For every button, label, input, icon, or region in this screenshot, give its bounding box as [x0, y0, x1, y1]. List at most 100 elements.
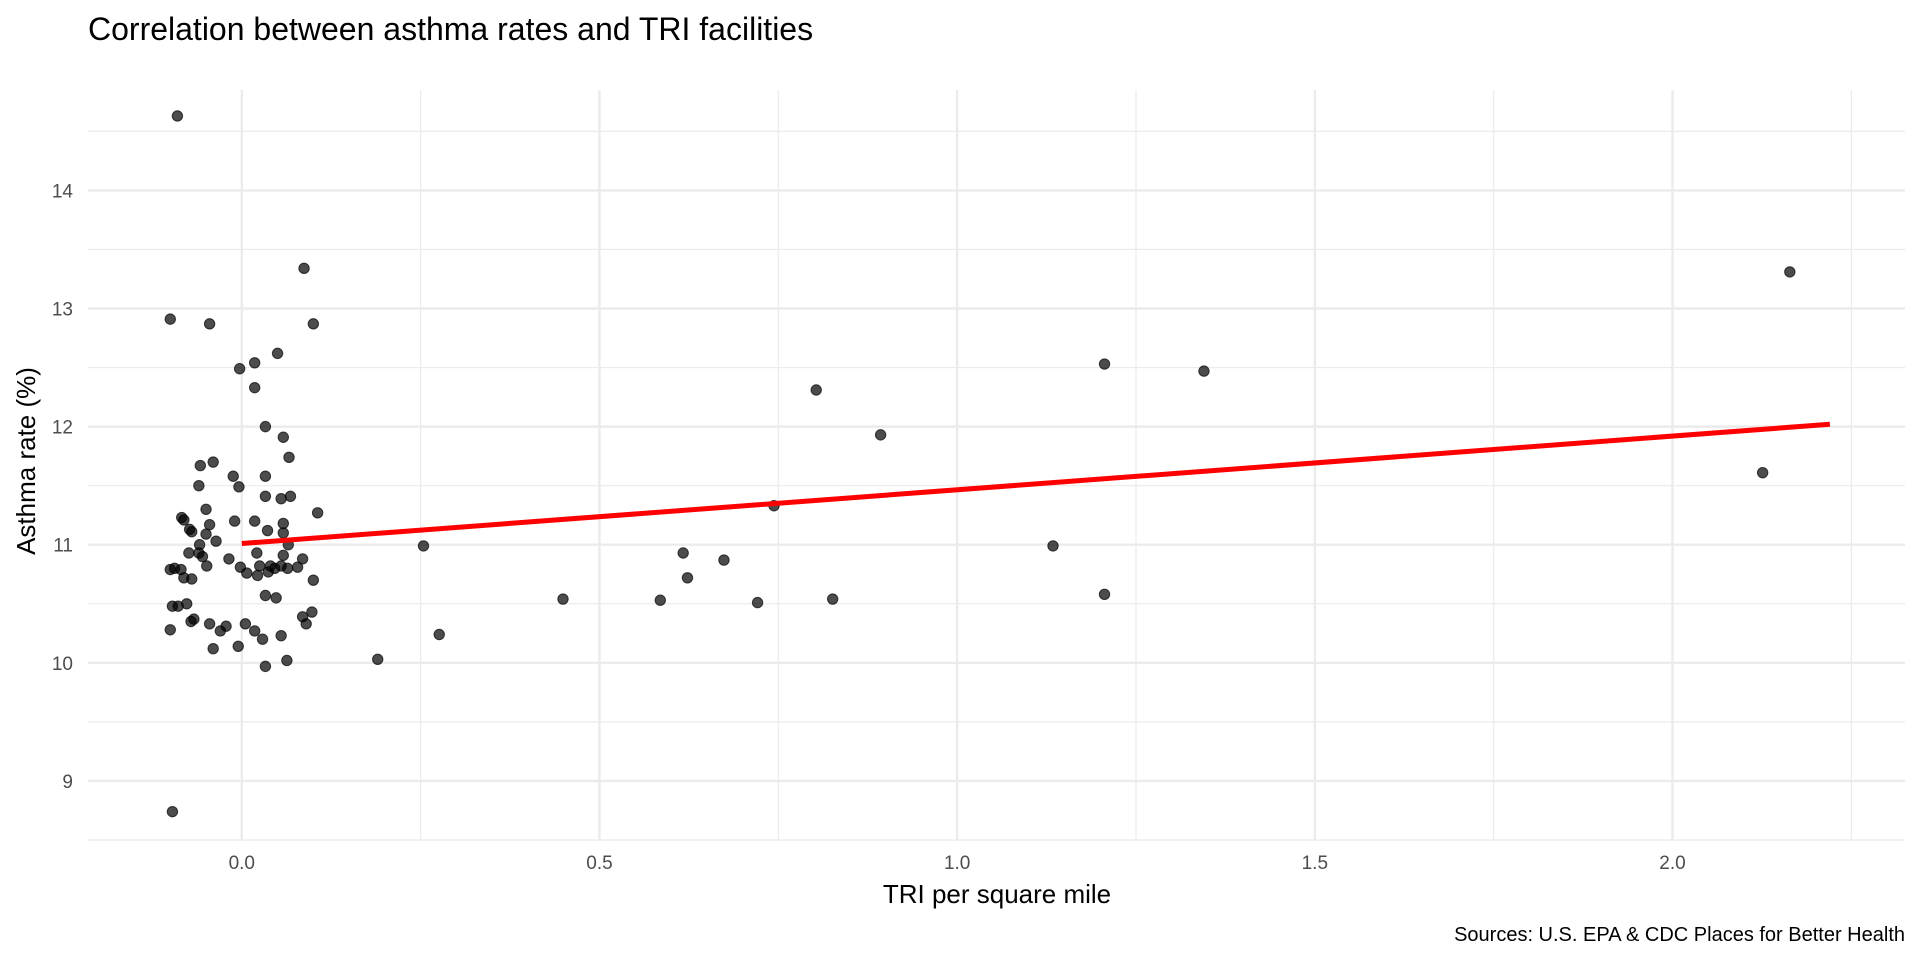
- data-point: [1198, 365, 1210, 377]
- data-point: [1047, 540, 1059, 552]
- data-point: [874, 429, 887, 441]
- data-point: [277, 549, 289, 562]
- data-point: [203, 318, 216, 330]
- data-point: [751, 596, 764, 609]
- data-point: [228, 515, 241, 527]
- chart-title: Correlation between asthma rates and TRI…: [88, 11, 813, 47]
- data-point: [307, 318, 320, 330]
- data-point: [262, 566, 274, 578]
- data-point: [826, 593, 839, 605]
- data-point: [259, 660, 272, 673]
- data-point: [1784, 266, 1796, 278]
- data-point: [207, 642, 219, 655]
- major-gridlines: [88, 90, 1905, 840]
- data-point: [239, 618, 252, 630]
- data-point: [433, 628, 445, 641]
- data-point: [186, 526, 198, 538]
- data-point: [172, 600, 184, 612]
- x-tick-label: 1.5: [1302, 853, 1328, 874]
- data-point: [193, 479, 205, 492]
- y-tick-label: 10: [52, 654, 73, 675]
- data-point: [281, 654, 293, 667]
- x-tick-label: 2.0: [1659, 853, 1685, 874]
- data-point: [681, 572, 694, 584]
- data-point: [201, 560, 213, 572]
- data-point: [277, 517, 289, 530]
- data-point: [372, 653, 384, 665]
- data-point: [300, 618, 312, 630]
- data-point: [248, 357, 261, 369]
- data-point: [277, 527, 289, 539]
- data-point: [259, 490, 272, 502]
- data-point: [311, 507, 324, 519]
- x-tick-label: 0.0: [229, 853, 255, 874]
- data-point: [251, 569, 264, 582]
- data-point: [203, 618, 216, 630]
- data-point: [178, 514, 190, 526]
- data-point: [233, 481, 245, 493]
- data-point: [1098, 588, 1111, 601]
- data-point: [194, 459, 207, 472]
- data-point: [270, 592, 282, 604]
- data-point: [200, 528, 212, 540]
- data-point: [248, 515, 261, 527]
- data-point: [1098, 358, 1111, 370]
- data-point: [185, 615, 197, 628]
- data-point: [200, 503, 212, 515]
- trend-line-group: [241, 421, 1831, 547]
- data-point: [677, 547, 689, 559]
- y-tick-label: 9: [62, 772, 73, 793]
- data-point: [164, 624, 176, 636]
- data-point: [306, 606, 318, 618]
- data-point: [718, 554, 730, 566]
- data-point: [223, 553, 235, 565]
- data-point: [171, 110, 184, 122]
- data-point: [166, 805, 179, 818]
- x-tick-label: 1.0: [944, 853, 970, 874]
- data-point: [291, 561, 304, 573]
- data-point: [283, 451, 295, 464]
- data-point: [227, 470, 239, 482]
- y-tick-label: 14: [52, 181, 74, 202]
- data-point: [284, 490, 297, 502]
- data-point: [248, 625, 261, 637]
- y-axis-tick-labels: 9 10 11 12 13 14: [52, 181, 74, 793]
- data-point: [259, 589, 272, 602]
- data-point: [259, 470, 272, 482]
- data-point: [1756, 466, 1769, 479]
- chart-caption: Sources: U.S. EPA & CDC Places for Bette…: [1454, 924, 1905, 946]
- data-point: [233, 363, 246, 375]
- data-point: [186, 573, 198, 585]
- data-point: [557, 593, 569, 605]
- data-point: [259, 420, 272, 433]
- data-point: [214, 625, 227, 637]
- data-point: [203, 518, 216, 531]
- y-axis-title: Asthma rate (%): [11, 367, 41, 555]
- x-tick-label: 0.5: [586, 853, 612, 874]
- data-point: [277, 431, 289, 443]
- data-point: [196, 550, 209, 563]
- y-tick-label: 11: [53, 536, 73, 557]
- trend-line: [241, 421, 1831, 547]
- data-point: [256, 633, 269, 645]
- data-point: [241, 567, 253, 579]
- data-point: [261, 524, 274, 537]
- data-point: [281, 562, 294, 575]
- y-tick-label: 12: [52, 418, 73, 439]
- data-point: [275, 629, 287, 642]
- data-point: [298, 262, 310, 275]
- data-point: [251, 547, 263, 559]
- data-point: [183, 547, 195, 559]
- data-point: [654, 594, 666, 606]
- data-point: [307, 574, 320, 586]
- data-points: [164, 110, 1796, 818]
- data-point: [210, 535, 222, 547]
- data-point: [417, 540, 430, 552]
- data-point: [810, 384, 822, 396]
- data-point: [296, 553, 309, 565]
- data-point: [275, 492, 287, 505]
- data-point: [271, 347, 284, 360]
- data-point: [164, 313, 176, 325]
